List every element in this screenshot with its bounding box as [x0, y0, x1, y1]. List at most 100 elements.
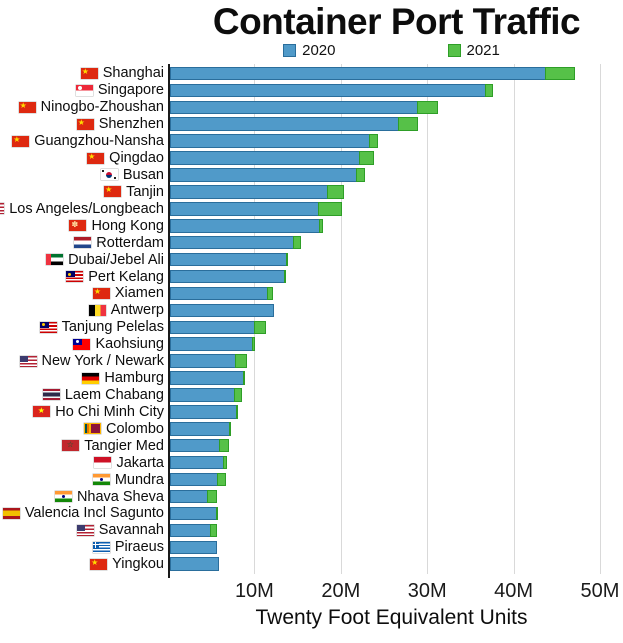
- taiwan-flag-icon: [73, 338, 91, 350]
- chart-row: Rotterdam: [0, 234, 623, 251]
- bar-2020: [170, 83, 487, 98]
- port-label: Xiamen: [114, 285, 164, 302]
- bar-2020: [170, 371, 245, 385]
- china-flag-icon: [18, 101, 36, 113]
- port-label: Mundra: [114, 471, 164, 488]
- vietnam-flag-icon: [33, 406, 51, 418]
- bar-2020: [170, 422, 230, 436]
- bar-2020: [170, 489, 209, 504]
- port-label-cell: Colombo: [0, 421, 169, 437]
- port-label: Shenzhen: [98, 116, 164, 133]
- bar-group: [169, 200, 623, 217]
- bar-2021-segment: [207, 489, 218, 504]
- bar-2021-segment: [253, 320, 266, 335]
- port-label: Guangzhou-Nansha: [34, 133, 164, 150]
- port-label-cell: Tanjung Pelelas: [0, 319, 169, 335]
- port-label-cell: Savannah: [0, 522, 169, 538]
- chart-row: Singapore: [0, 82, 623, 99]
- bar-group: [169, 403, 623, 420]
- bar-group: [169, 285, 623, 302]
- port-label-cell: Busan: [0, 167, 169, 183]
- page-title: Container Port Traffic: [212, 1, 581, 42]
- port-label: Shanghai: [102, 65, 164, 82]
- bar-2021-segment: [327, 185, 345, 199]
- port-label-cell: Qingdao: [0, 150, 169, 166]
- bar-2020: [170, 354, 236, 368]
- bar-group: [169, 353, 623, 370]
- china-flag-icon: [104, 186, 122, 198]
- bar-2020: [170, 134, 371, 148]
- china-flag-icon: [87, 152, 105, 164]
- thailand-flag-icon: [42, 389, 60, 401]
- bar-group: [169, 82, 623, 99]
- port-label-cell: Dubai/Jebel Ali: [0, 252, 169, 268]
- bar-2021-segment: [292, 235, 302, 250]
- bar-2020: [170, 506, 217, 521]
- bar-2020: [170, 337, 253, 351]
- bar-2021-segment: [285, 252, 288, 267]
- bar-group: [169, 539, 623, 556]
- port-label: Hamburg: [104, 370, 164, 387]
- chart-row: Tanjin: [0, 183, 623, 200]
- bar-2020: [170, 472, 219, 487]
- port-label-cell: Jakarta: [0, 455, 169, 471]
- chart-row: Ho Chi Minh City: [0, 403, 623, 420]
- malaysia-flag-icon: [66, 271, 84, 283]
- bar-2021-segment: [219, 438, 230, 453]
- chart-row: Antwerp: [0, 302, 623, 319]
- bar-2020: [170, 303, 274, 318]
- port-label-cell: Guangzhou-Nansha: [0, 133, 169, 149]
- port-label: Colombo: [105, 420, 164, 437]
- china-flag-icon: [12, 135, 30, 147]
- chart-row: Xiamen: [0, 285, 623, 302]
- chart-row: Hamburg: [0, 370, 623, 387]
- chart-rows: ShanghaiSingaporeNinogbo-ZhoushanShenzhe…: [0, 65, 623, 573]
- bar-2020: [170, 388, 235, 402]
- bar-2021-segment: [356, 168, 366, 182]
- chart-row: Tanjung Pelelas: [0, 319, 623, 336]
- bar-2020: [170, 455, 224, 470]
- bar-2021-segment: [217, 472, 226, 487]
- port-label-cell: Kaohsiung: [0, 336, 169, 352]
- chart-row: Shenzhen: [0, 116, 623, 133]
- legend: 2020 2021: [168, 42, 615, 59]
- bar-2021-segment: [251, 337, 255, 351]
- greece-flag-icon: [92, 541, 110, 553]
- bar-group: [169, 183, 623, 200]
- bar-group: [169, 234, 623, 251]
- bar-2020: [170, 438, 221, 453]
- gridline: [600, 64, 601, 574]
- x-tick-label: 20M: [321, 580, 361, 602]
- bar-group: [169, 150, 623, 167]
- bar-2021-segment: [235, 405, 238, 419]
- bar-2021-segment: [233, 388, 243, 402]
- bar-group: [169, 116, 623, 133]
- port-label-cell: Shanghai: [0, 65, 169, 81]
- usa-flag-icon: [0, 203, 5, 215]
- bar-2020: [170, 185, 329, 199]
- bar-2020: [170, 117, 399, 131]
- usa-flag-icon: [19, 355, 37, 367]
- port-label: Busan: [122, 166, 164, 183]
- bar-group: [169, 251, 623, 268]
- bar-2020: [170, 557, 220, 571]
- bar-2021-segment: [228, 422, 232, 436]
- chart-row: Ninogbo-Zhoushan: [0, 99, 623, 116]
- chart-row: Guangzhou-Nansha: [0, 133, 623, 150]
- singapore-flag-icon: [75, 84, 93, 96]
- bar-2020: [170, 523, 211, 538]
- bar-group: [169, 336, 623, 353]
- bar-2020: [170, 168, 358, 182]
- bar-2020: [170, 100, 418, 115]
- port-label-cell: Shenzhen: [0, 116, 169, 132]
- uae-flag-icon: [46, 254, 64, 266]
- bar-group: [169, 167, 623, 184]
- bar-2020: [170, 219, 321, 233]
- gridline: [427, 64, 429, 574]
- port-label: Savannah: [98, 522, 164, 539]
- x-tick-label: 10M: [234, 580, 274, 602]
- bar-2021-segment: [243, 371, 246, 385]
- chart-row: Valencia Incl Sagunto: [0, 505, 623, 522]
- bar-2021-segment: [267, 286, 273, 301]
- port-label: Ninogbo-Zhoushan: [40, 99, 164, 116]
